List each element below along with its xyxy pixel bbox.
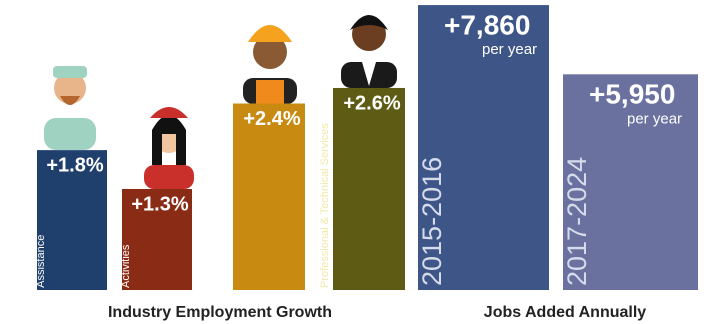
value-note: per year	[482, 41, 537, 58]
bar	[563, 74, 698, 290]
category-label: Construction	[219, 226, 231, 288]
value-label: +2.6%	[343, 92, 400, 114]
bar	[418, 5, 549, 290]
chart-title: Jobs Added Annually	[484, 304, 646, 321]
value-label: +7,860	[444, 9, 530, 40]
bar	[233, 103, 305, 290]
worker-icons	[44, 15, 397, 189]
value-label: +5,950	[589, 79, 675, 110]
category-label: Leisure Activities	[108, 244, 132, 288]
value-note: per year	[627, 110, 682, 127]
bar	[122, 188, 192, 290]
chart-title: Industry Employment Growth	[108, 304, 332, 321]
category-label: Professional & Technical Services	[319, 123, 331, 288]
value-label: +2.4%	[243, 108, 300, 130]
value-label: +1.8%	[46, 154, 103, 176]
category-label: 2015-2016	[417, 157, 447, 286]
value-label: +1.3%	[131, 193, 188, 215]
category-label: Health Care & Social Assistance	[23, 185, 47, 288]
category-label: 2017-2024	[562, 157, 592, 286]
bar	[333, 87, 405, 290]
bar	[37, 150, 107, 290]
